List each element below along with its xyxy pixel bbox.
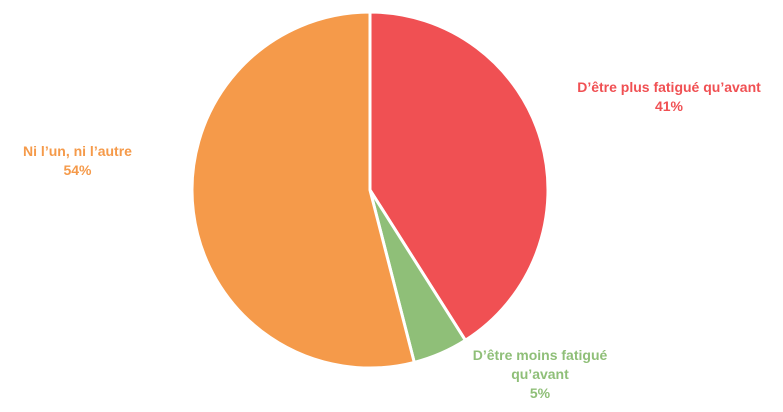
slice-label: D’être plus fatigué qu’avant 41%: [555, 78, 783, 116]
value-label: 5%: [529, 385, 551, 401]
value-label: 41%: [654, 98, 684, 114]
pie-slice: [190, 10, 417, 370]
slice-label: D’être moins fatigué qu’avant 5%: [455, 346, 625, 403]
slice-label: Ni l’un, ni l’autre 54%: [0, 142, 155, 180]
value-label: 54%: [63, 162, 92, 178]
category-label: D’être moins fatigué qu’avant: [472, 347, 608, 382]
category-label: D’être plus fatigué qu’avant: [577, 79, 761, 95]
category-label: Ni l’un, ni l’autre: [23, 143, 132, 159]
